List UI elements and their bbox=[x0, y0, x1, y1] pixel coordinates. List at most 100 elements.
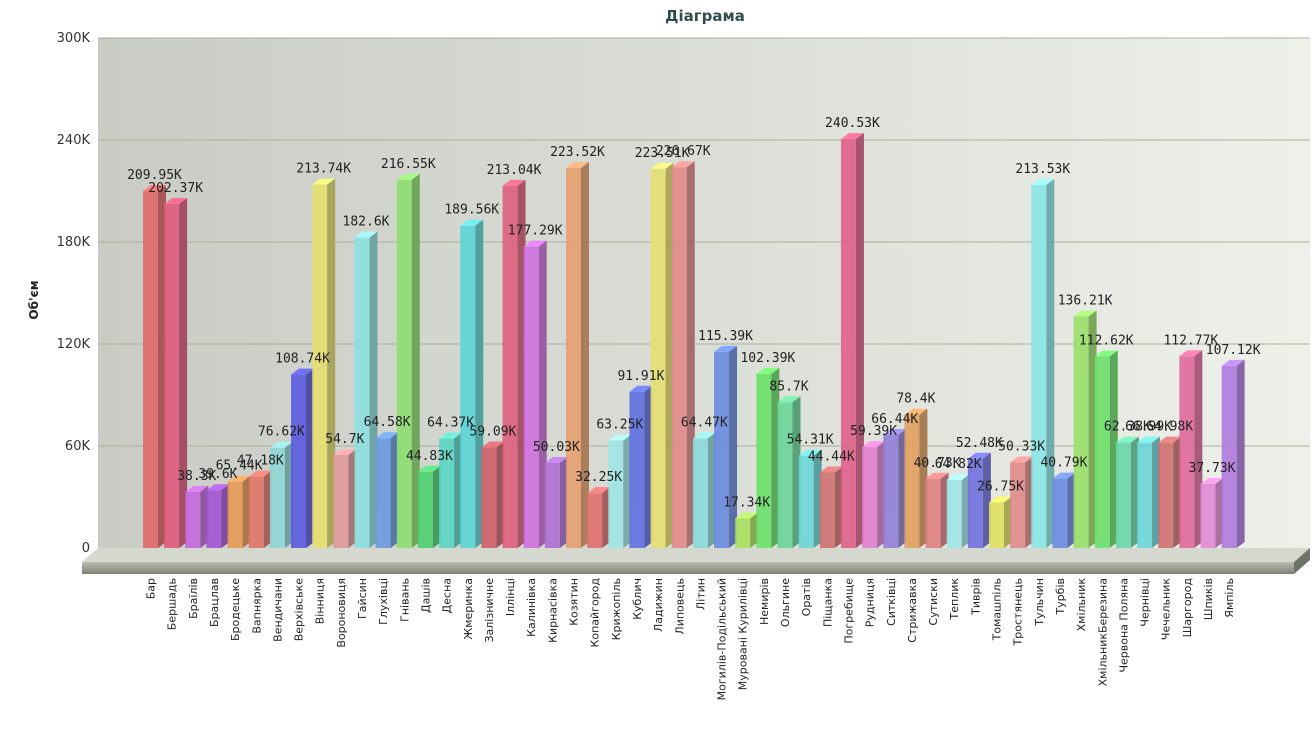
data-label: 223.52K bbox=[550, 145, 605, 160]
data-label: 76.62K bbox=[258, 425, 305, 440]
bar-side bbox=[792, 396, 801, 548]
category-label: Тростянець bbox=[1012, 578, 1025, 646]
bar-side bbox=[284, 441, 293, 548]
bar-top bbox=[650, 162, 674, 169]
category-label: Глухівці bbox=[377, 578, 390, 625]
bar bbox=[1200, 477, 1224, 548]
data-label: 59.39K bbox=[850, 424, 897, 439]
category-label: Ситківці bbox=[885, 578, 898, 626]
category-label: Бродецьке bbox=[229, 578, 242, 641]
data-label: 54.7K bbox=[325, 432, 364, 447]
bar bbox=[777, 396, 801, 548]
category-label: Тиврів bbox=[969, 578, 982, 616]
bar bbox=[1010, 456, 1034, 548]
chart-floor-side bbox=[1294, 548, 1310, 574]
bar-front bbox=[1115, 442, 1131, 548]
bar bbox=[883, 429, 907, 548]
bar-side bbox=[750, 512, 759, 548]
bar-front bbox=[1010, 462, 1026, 548]
bar bbox=[1179, 350, 1203, 548]
bar bbox=[354, 231, 378, 548]
category-label: Томашпіль bbox=[991, 578, 1004, 641]
bar-top bbox=[608, 434, 632, 441]
bar bbox=[566, 162, 589, 549]
data-label: 209.95K bbox=[127, 168, 182, 183]
data-label: 112.77K bbox=[1163, 333, 1218, 348]
bar-side bbox=[771, 367, 780, 548]
bar-front bbox=[544, 462, 560, 548]
bar-side bbox=[729, 345, 738, 548]
category-label: Гнівань bbox=[398, 578, 411, 622]
bar bbox=[904, 408, 928, 548]
data-label: 40.79K bbox=[1040, 456, 1087, 471]
bar-side bbox=[1194, 350, 1203, 548]
bar bbox=[608, 434, 632, 548]
bar-top bbox=[375, 432, 399, 439]
bar-front bbox=[1052, 478, 1068, 548]
bar-side bbox=[263, 470, 272, 548]
y-tick-label: 300K bbox=[57, 31, 91, 46]
bar-front bbox=[883, 435, 899, 548]
bar-top bbox=[227, 475, 251, 482]
data-label: 39.6K bbox=[198, 467, 237, 482]
data-label: 47.18K bbox=[237, 454, 284, 469]
bar-side bbox=[432, 465, 441, 548]
bar-front bbox=[756, 373, 772, 548]
bar-top bbox=[417, 465, 441, 472]
bar-front bbox=[650, 168, 666, 548]
bar-top bbox=[312, 178, 336, 185]
bar-top bbox=[354, 231, 378, 238]
bar bbox=[312, 178, 336, 548]
bar-front bbox=[333, 455, 349, 548]
bar-front bbox=[967, 458, 983, 548]
bar bbox=[967, 452, 991, 548]
bar-side bbox=[179, 197, 188, 548]
bar bbox=[417, 465, 441, 548]
bar-front bbox=[1031, 184, 1047, 548]
bar-side bbox=[1236, 359, 1245, 548]
bar bbox=[819, 466, 843, 548]
bar-top bbox=[946, 474, 970, 480]
category-label: Тульчин bbox=[1033, 578, 1046, 627]
bar bbox=[925, 472, 949, 548]
bar bbox=[523, 240, 547, 548]
bar-side bbox=[834, 466, 843, 548]
bar bbox=[840, 133, 864, 548]
chart-title: Діаграма bbox=[665, 7, 745, 25]
data-label: 62.38K bbox=[1104, 420, 1151, 435]
data-label: 102.39K bbox=[740, 351, 795, 366]
bar-side bbox=[348, 449, 357, 548]
bar-top bbox=[904, 408, 928, 415]
data-label: 37.73K bbox=[1189, 461, 1236, 476]
bar-top bbox=[840, 133, 864, 140]
bar-side bbox=[940, 472, 949, 548]
data-label: 50.03K bbox=[533, 440, 580, 455]
bar bbox=[1052, 472, 1076, 548]
data-label: 66.99K bbox=[1125, 420, 1172, 435]
data-label: 64.98K bbox=[1146, 420, 1193, 435]
bar bbox=[502, 179, 526, 548]
data-label: 182.6K bbox=[343, 215, 390, 230]
category-label: Шаргород bbox=[1181, 578, 1194, 638]
data-label: 223.51K bbox=[635, 146, 690, 161]
bar-side bbox=[411, 173, 420, 549]
bar bbox=[1115, 436, 1139, 548]
bar-top bbox=[692, 432, 716, 439]
chart-floor-front bbox=[82, 562, 1294, 574]
category-label: Сутиски bbox=[927, 578, 940, 626]
bar-front bbox=[523, 246, 539, 548]
data-label: 17.34K bbox=[723, 496, 770, 511]
bar-side bbox=[1025, 456, 1034, 548]
bar-top bbox=[396, 173, 420, 180]
bar bbox=[248, 470, 272, 548]
bar-top bbox=[756, 367, 780, 374]
bar bbox=[460, 219, 484, 549]
bar-top bbox=[735, 512, 759, 519]
bar-top bbox=[1094, 350, 1118, 357]
bar-front bbox=[1073, 316, 1089, 548]
data-label: 26.75K bbox=[977, 480, 1024, 495]
data-label: 63.25K bbox=[596, 417, 643, 432]
bar-front bbox=[862, 447, 878, 548]
bar-top bbox=[1115, 436, 1139, 443]
